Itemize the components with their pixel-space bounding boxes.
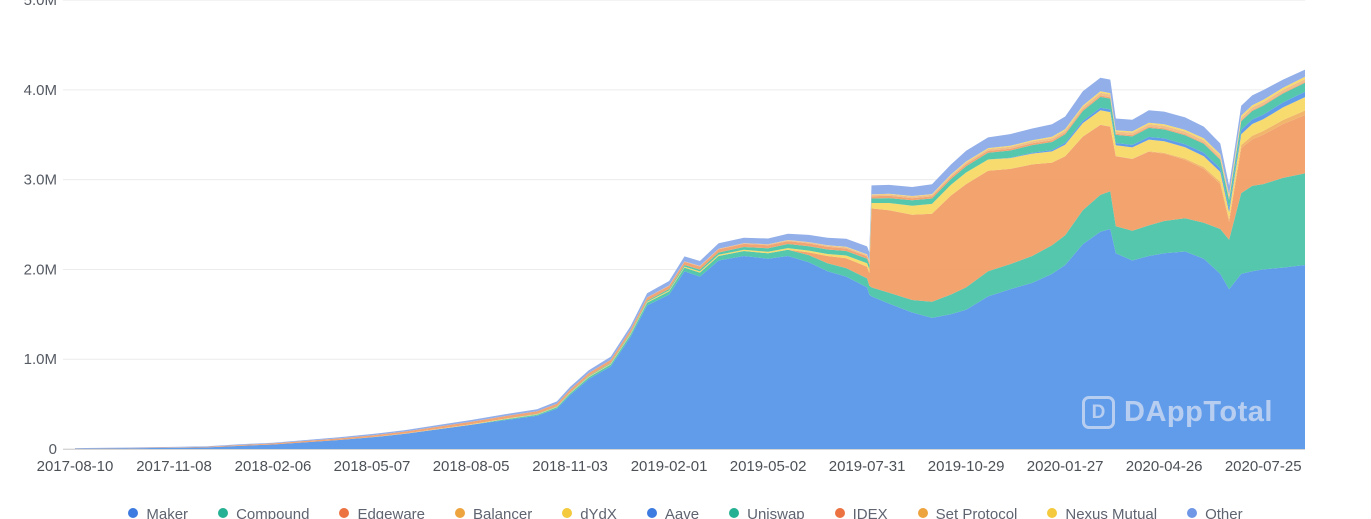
legend-label-other: Other	[1205, 506, 1243, 519]
x-axis-label-2020-04-26: 2020-04-26	[1126, 458, 1203, 475]
legend-item-maker[interactable]: Maker	[128, 505, 188, 519]
legend-label-maker: Maker	[146, 506, 189, 519]
series-area-idex[interactable]	[75, 81, 1305, 449]
x-axis-label-2018-11-03: 2018-11-03	[532, 458, 608, 475]
legend-item-balancer[interactable]: Balancer	[455, 505, 532, 519]
x-axis-label-2019-02-01: 2019-02-01	[631, 458, 708, 475]
series-area-other[interactable]	[75, 69, 1305, 449]
legend-item-compound[interactable]: Compound	[218, 505, 309, 519]
y-axis-label-3.0M: 3.0M	[24, 172, 57, 189]
legend-label-idex: IDEX	[852, 506, 888, 519]
y-axis-label-4.0M: 4.0M	[24, 82, 57, 99]
x-axis-label-2019-05-02: 2019-05-02	[730, 458, 807, 475]
x-axis-label-2020-01-27: 2020-01-27	[1027, 458, 1104, 475]
legend-dot-balancer	[455, 508, 465, 518]
x-axis-label-2018-02-06: 2018-02-06	[235, 458, 312, 475]
legend-label-aave: Aave	[664, 506, 700, 519]
legend-dot-idex	[834, 508, 845, 518]
legend-item-aave[interactable]: Aave	[646, 505, 700, 519]
chart-legend: Maker Compound Edgeware Balancer dYdX Aave Uni…	[0, 505, 1371, 519]
legend-dot-other	[1187, 508, 1198, 518]
legend-dot-uniswap	[729, 508, 740, 518]
y-axis-label-1.0M: 1.0M	[24, 351, 57, 368]
x-axis-label-2018-08-05: 2018-08-05	[433, 458, 510, 475]
legend-dot-maker	[128, 508, 139, 518]
x-axis-label-2017-08-10: 2017-08-10	[37, 458, 114, 475]
y-axis-label-0: 0	[49, 441, 57, 458]
x-axis-label-2017-11-08: 2017-11-08	[136, 458, 212, 475]
x-axis-label-2019-07-31: 2019-07-31	[829, 458, 906, 475]
legend-item-set-protocol[interactable]: Set Protocol	[917, 505, 1018, 519]
legend-dot-set-protocol	[917, 508, 928, 518]
legend-item-edgeware[interactable]: Edgeware	[339, 505, 425, 519]
legend-dot-aave	[646, 508, 657, 518]
x-axis-label-2019-10-29: 2019-10-29	[928, 458, 1005, 475]
x-axis-label-2020-07-25: 2020-07-25	[1225, 458, 1302, 475]
legend-item-idex[interactable]: IDEX	[834, 505, 888, 519]
legend-item-other[interactable]: Other	[1187, 505, 1243, 519]
series-area-maker[interactable]	[75, 229, 1305, 449]
legend-label-nexus-mutual: Nexus Mutual	[1065, 506, 1158, 519]
legend-item-nexus-mutual[interactable]: Nexus Mutual	[1047, 505, 1157, 519]
legend-label-edgeware: Edgeware	[357, 506, 425, 519]
legend-label-balancer: Balancer	[473, 506, 533, 519]
y-axis-label-2.0M: 2.0M	[24, 261, 57, 278]
legend-dot-dydx	[562, 508, 573, 518]
legend-dot-compound	[218, 508, 229, 518]
legend-label-dydx: dYdX	[580, 506, 617, 519]
legend-dot-edgeware	[339, 508, 350, 518]
x-axis-label-2018-05-07: 2018-05-07	[334, 458, 411, 475]
legend-item-dydx[interactable]: dYdX	[562, 505, 617, 519]
legend-label-compound: Compound	[236, 506, 310, 519]
legend-dot-nexus-mutual	[1047, 508, 1058, 518]
legend-label-uniswap: Uniswap	[747, 506, 805, 519]
y-axis-label-5.0M: 5.0M	[24, 0, 57, 9]
series-area-edgeware[interactable]	[75, 115, 1305, 449]
legend-label-set-protocol: Set Protocol	[935, 506, 1018, 519]
legend-item-uniswap[interactable]: Uniswap	[729, 505, 805, 519]
